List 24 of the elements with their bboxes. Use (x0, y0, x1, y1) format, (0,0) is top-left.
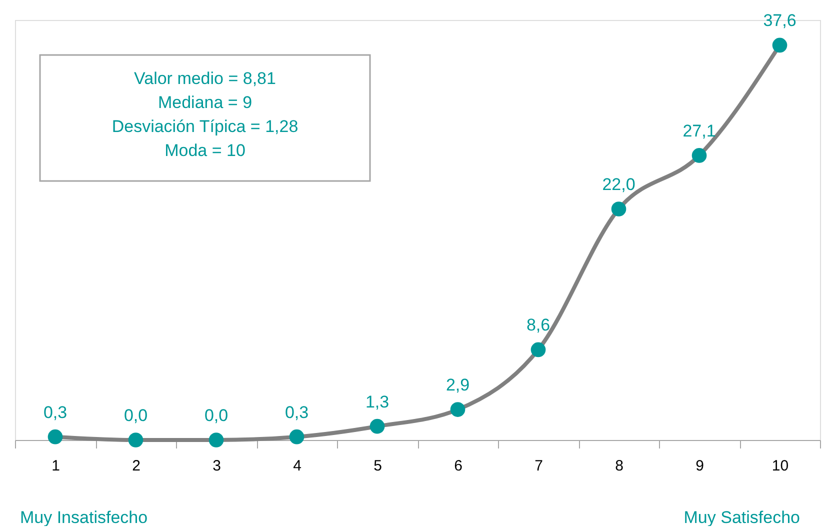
annotation: Moda = 10 (164, 141, 246, 160)
data-label: 22,0 (602, 175, 636, 194)
x-tick-label: 8 (615, 458, 624, 474)
data-label: 0,0 (204, 406, 228, 425)
x-tick-label: 2 (132, 458, 140, 474)
x-tick-label: 3 (212, 458, 221, 474)
data-label: 0,3 (43, 402, 68, 422)
data-label: 8,6 (526, 316, 550, 335)
data-label: 0,3 (284, 402, 309, 422)
data-label: 37,6 (763, 11, 796, 30)
data-label: 0,0 (124, 406, 148, 425)
x-tick-label: 10 (772, 458, 789, 474)
annotation: Mediana = 9 (158, 93, 252, 112)
data-label: 2,9 (446, 376, 470, 395)
data-label: 1,3 (365, 392, 390, 412)
x-tick-label: 1 (52, 458, 60, 474)
annotation: Valor medio = 8,81 (134, 69, 276, 88)
x-tick-label: 4 (293, 458, 302, 474)
x-tick-label: 6 (454, 458, 462, 474)
annotation: Desviación Típica = 1,28 (112, 117, 298, 136)
data-label: 27,1 (682, 121, 716, 140)
x-tick-label: 5 (374, 458, 382, 474)
x-tick-label: 7 (534, 458, 543, 474)
x-tick-label: 9 (696, 458, 704, 474)
